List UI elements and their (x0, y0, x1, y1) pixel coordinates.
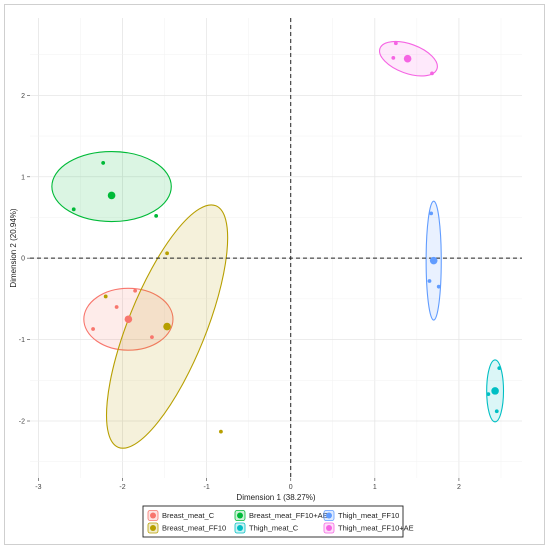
x-tick-label: -2 (119, 484, 125, 491)
point-layer (71, 41, 502, 434)
point-breast-meat-ff10 (219, 429, 223, 434)
legend-box (142, 505, 404, 538)
x-tick-label: 2 (457, 484, 461, 491)
point-breast-meat-ff10-ae (101, 161, 106, 165)
x-tick-label: 0 (289, 484, 293, 491)
legend-marker-thigh-meat-ff10-ae (326, 525, 332, 531)
legend-label-thigh-meat-ff10: Thigh_meat_FF10 (338, 511, 399, 520)
point-thigh-meat-c (494, 409, 499, 414)
point-thigh-meat-c (486, 392, 491, 397)
point-breast-meat-c (114, 305, 119, 309)
point-breast-meat-ff10 (165, 251, 169, 256)
point-breast-meat-ff10-ae (71, 207, 76, 212)
point-thigh-meat-ff10-ae (430, 71, 434, 76)
x-tick-label: -3 (35, 484, 41, 491)
point-thigh-meat-ff10 (429, 211, 434, 216)
point-breast-meat-ff10 (103, 294, 108, 299)
centroid-thigh-meat-c (491, 387, 499, 395)
y-tick-label: -2 (19, 419, 25, 426)
y-tick-label: 1 (21, 174, 25, 181)
point-breast-meat-ff10-ae (154, 213, 159, 218)
point-thigh-meat-ff10 (436, 284, 441, 289)
reference-lines (30, 18, 522, 478)
point-breast-meat-c (150, 335, 154, 340)
point-thigh-meat-ff10-ae (391, 55, 396, 60)
grid-layer (30, 18, 522, 478)
figure-frame (4, 4, 545, 545)
legend-label-breast-meat-ff10-ae: Breast_meat_FF10+AE (249, 511, 328, 520)
legend-label-breast-meat-ff10: Breast_meat_FF10 (162, 524, 226, 533)
ellipse-layer (51, 40, 505, 449)
legend-marker-thigh-meat-c (237, 525, 243, 531)
y-axis-label: Dimension 2 (20.94%) (9, 208, 18, 287)
legend: Breast_meat_C Breast_meat_FF10 Breast_meat… (142, 505, 414, 538)
legend-marker-thigh-meat-ff10 (326, 512, 332, 519)
y-tick-label: 0 (21, 256, 25, 263)
y-tick-label: -1 (19, 337, 25, 344)
legend-label-breast-meat-c: Breast_meat_C (162, 511, 215, 520)
legend-marker-breast-meat-ff10 (150, 525, 156, 531)
point-thigh-meat-ff10 (427, 279, 432, 283)
point-breast-meat-c (91, 327, 95, 331)
tick-layer: -3 -2 -1 0 1 2 -2 -1 0 1 2 (19, 93, 461, 491)
point-thigh-meat-c (497, 366, 502, 370)
centroid-breast-meat-c (124, 315, 133, 324)
ellipse-breast-meat-ff10-ae (51, 150, 172, 223)
x-axis-label: Dimension 1 (38.27%) (236, 493, 315, 502)
centroid-breast-meat-ff10-ae (107, 191, 116, 200)
point-thigh-meat-ff10-ae (393, 41, 398, 46)
centroid-thigh-meat-ff10-ae (403, 54, 412, 63)
legend-label-thigh-meat-ff10-ae: Thigh_meat_FF10+AE (338, 524, 414, 533)
point-breast-meat-c (133, 288, 138, 293)
x-tick-label: -1 (203, 484, 209, 491)
legend-marker-breast-meat-ff10-ae (237, 512, 243, 519)
legend-marker-breast-meat-c (150, 512, 156, 519)
x-tick-label: 1 (373, 484, 377, 491)
legend-label-thigh-meat-c: Thigh_meat_C (249, 524, 299, 533)
y-tick-label: 2 (21, 93, 25, 100)
centroid-breast-meat-ff10 (163, 322, 171, 331)
centroid-thigh-meat-ff10 (429, 256, 438, 265)
